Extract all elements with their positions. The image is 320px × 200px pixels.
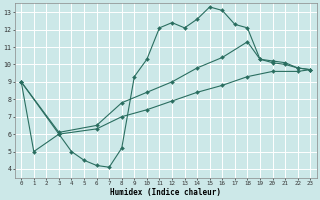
- X-axis label: Humidex (Indice chaleur): Humidex (Indice chaleur): [110, 188, 221, 197]
